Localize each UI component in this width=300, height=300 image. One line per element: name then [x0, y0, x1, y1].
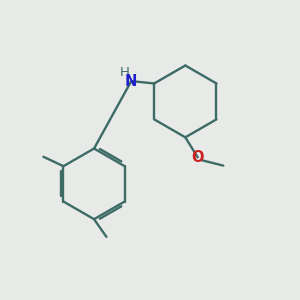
- Text: H: H: [120, 66, 130, 80]
- Text: O: O: [191, 150, 204, 165]
- Text: N: N: [125, 74, 137, 88]
